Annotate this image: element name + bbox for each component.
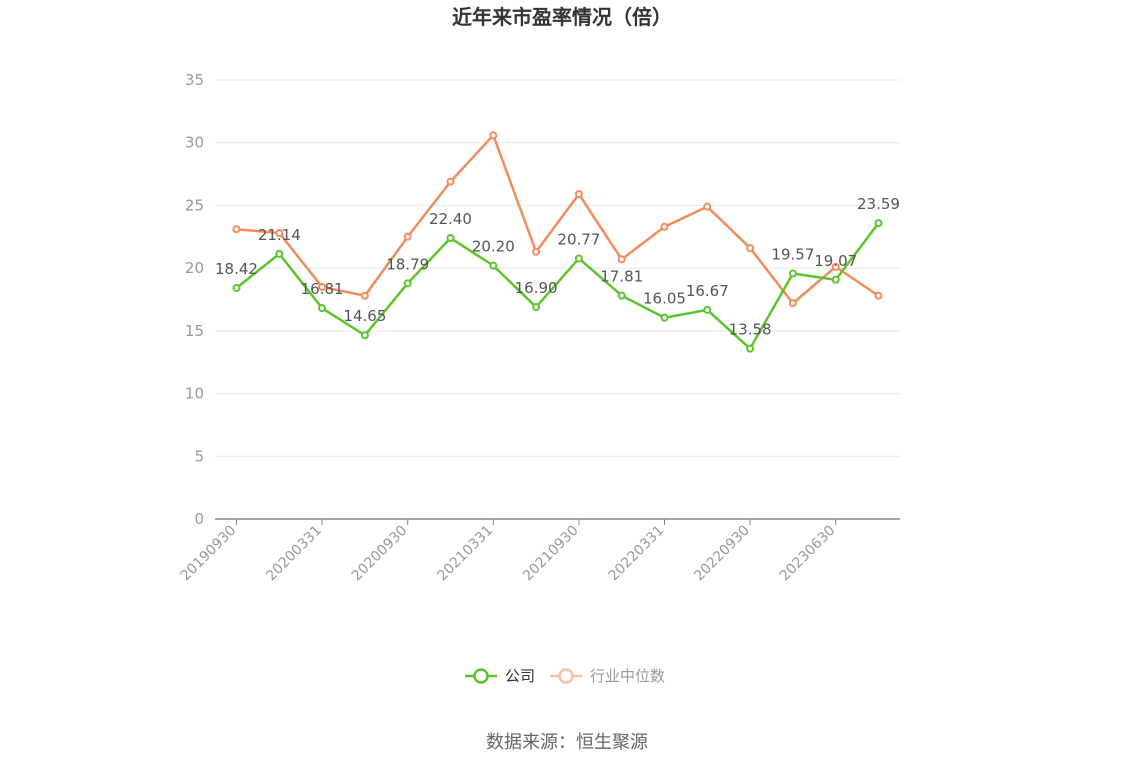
data-label: 19.07 xyxy=(814,252,857,270)
data-point xyxy=(275,229,284,238)
data-label: 18.42 xyxy=(215,260,258,278)
x-tick-label: 20210930 xyxy=(520,523,582,585)
data-point xyxy=(489,261,498,270)
data-label: 13.58 xyxy=(729,321,772,339)
data-label: 17.81 xyxy=(600,268,643,286)
data-label: 22.40 xyxy=(429,210,472,228)
data-label: 21.14 xyxy=(258,226,301,244)
data-point xyxy=(232,283,241,292)
x-tick-label: 20200930 xyxy=(349,523,411,585)
data-point xyxy=(788,299,797,308)
data-label: 19.57 xyxy=(771,246,814,264)
legend-swatch-marker xyxy=(558,668,574,684)
data-point xyxy=(746,344,755,353)
data-point xyxy=(703,305,712,314)
data-point xyxy=(532,303,541,312)
data-point xyxy=(532,247,541,256)
data-point xyxy=(788,269,797,278)
y-tick-label: 35 xyxy=(185,71,204,89)
data-point xyxy=(489,131,498,140)
y-axis-ticks: 0 5 10 15 20 25 30 35 xyxy=(185,71,204,528)
data-source: 数据来源：恒生聚源 xyxy=(486,732,648,753)
x-axis: 20190930 20200331 20200930 20210331 20210930… xyxy=(178,518,900,585)
data-point xyxy=(746,244,755,253)
data-label: 23.59 xyxy=(857,195,900,213)
data-label: 20.20 xyxy=(472,238,515,256)
y-tick-label: 25 xyxy=(185,196,204,214)
data-point xyxy=(874,219,883,228)
y-tick-label: 15 xyxy=(185,322,204,340)
y-tick-label: 10 xyxy=(185,385,204,403)
series-line xyxy=(235,222,880,350)
data-point xyxy=(360,291,369,300)
chart-title: 近年来市盈率情况（倍） xyxy=(452,5,672,29)
data-point xyxy=(232,225,241,234)
data-point xyxy=(574,254,583,263)
data-point xyxy=(318,304,327,313)
gridlines xyxy=(215,79,900,457)
x-tick-label: 20230630 xyxy=(777,523,839,585)
data-point xyxy=(446,177,455,186)
x-tick-label: 20220331 xyxy=(606,523,668,585)
data-point xyxy=(275,249,284,258)
legend-label: 公司 xyxy=(505,667,535,685)
data-point xyxy=(660,313,669,322)
data-point xyxy=(617,291,626,300)
legend[interactable]: 公司 行业中位数 xyxy=(465,667,665,685)
y-tick-label: 5 xyxy=(194,447,204,465)
legend-item[interactable]: 公司 xyxy=(465,667,535,685)
data-point xyxy=(403,279,412,288)
data-label: 16.81 xyxy=(301,280,344,298)
legend-swatch-marker xyxy=(473,668,489,684)
data-label: 16.90 xyxy=(515,279,558,297)
y-tick-label: 0 xyxy=(194,510,204,528)
data-point xyxy=(660,222,669,231)
y-tick-label: 30 xyxy=(185,134,204,152)
data-point xyxy=(831,262,840,271)
legend-item[interactable]: 行业中位数 xyxy=(550,667,665,685)
data-point xyxy=(446,234,455,243)
data-label: 20.77 xyxy=(557,230,600,248)
x-tick-label: 20200331 xyxy=(263,523,325,585)
data-point xyxy=(318,282,327,291)
data-point xyxy=(360,331,369,340)
data-point xyxy=(574,190,583,199)
data-label: 16.05 xyxy=(643,290,686,308)
data-label: 14.65 xyxy=(343,307,386,325)
data-point xyxy=(874,291,883,300)
legend-label: 行业中位数 xyxy=(590,667,665,685)
y-tick-label: 20 xyxy=(185,259,204,277)
series-line xyxy=(236,133,880,305)
data-label: 16.67 xyxy=(686,282,729,300)
data-point xyxy=(617,255,626,264)
series-layer xyxy=(232,131,883,353)
data-point xyxy=(403,232,412,241)
x-tick-label: 20210331 xyxy=(434,523,496,585)
data-point xyxy=(703,202,712,211)
data-point xyxy=(831,275,840,284)
x-tick-label: 20190930 xyxy=(178,523,240,585)
x-tick-label: 20220930 xyxy=(691,523,753,585)
data-label: 18.79 xyxy=(386,255,429,273)
